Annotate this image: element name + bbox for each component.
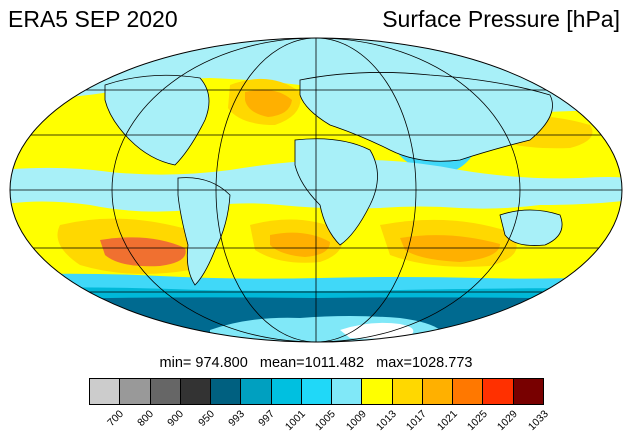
meridian-ellipse-outer: [111, 38, 521, 342]
stats-line: min= 974.800 mean=1011.482 max=1028.773: [159, 355, 473, 371]
colorbar-tick-label: 950: [195, 408, 217, 429]
colorbar: [89, 378, 544, 405]
colorbar-tick-label: 1021: [434, 408, 460, 434]
colorbar-swatch: [150, 379, 181, 404]
colorbar-tick-label: 993: [226, 408, 248, 429]
colorbar-tick-label: 1033: [525, 408, 551, 434]
south-america: [177, 177, 231, 286]
colorbar-swatch: [362, 379, 393, 404]
north-america: [104, 74, 210, 166]
europe-asia: [299, 72, 553, 162]
right-title: Surface Pressure [hPa]: [382, 6, 620, 32]
colorbar-swatch: [120, 379, 151, 404]
colorbar-swatch: [301, 379, 333, 404]
colorbar-tick-label: 1009: [343, 408, 369, 434]
indian-ocean-high-core: [400, 235, 500, 262]
colorbar-swatch: [211, 379, 242, 404]
colorbar-swatch: [513, 379, 543, 404]
graticule: [10, 38, 622, 342]
globe-outline: [9, 37, 623, 343]
continent-outlines: [104, 72, 563, 286]
colorbar-tick-label: 800: [135, 408, 157, 429]
colorbar-labels: 700 800 900 950 993 997 1001 1005 1009 1013 1017 10…: [0, 405, 632, 443]
colorbar-tick-label: 1025: [464, 408, 490, 434]
colorbar-swatch: [241, 379, 272, 404]
colorbar-swatch: [422, 379, 454, 404]
colorbar-tick-label: 1005: [313, 408, 339, 434]
colorbar-swatch: [271, 379, 302, 404]
meridian-ellipse-inner: [215, 38, 417, 342]
colorbar-swatch: [90, 379, 121, 404]
colorbar-tick-label: 1001: [282, 408, 308, 434]
colorbar-swatch: [332, 379, 363, 404]
colorbar-swatch: [392, 379, 423, 404]
colorbar-tick-label: 1013: [373, 408, 399, 434]
australia: [499, 209, 563, 246]
north-atlantic-high-core: [245, 89, 292, 117]
antarctica-interior: [340, 322, 414, 339]
colorbar-swatch: [453, 379, 484, 404]
colorbar-tick-label: 900: [165, 408, 187, 429]
colorbar-tick-label: 997: [256, 408, 278, 429]
pressure-map: [9, 37, 623, 343]
left-title: ERA5 SEP 2020: [8, 6, 178, 32]
colorbar-swatch: [483, 379, 514, 404]
colorbar-tick-label: 700: [104, 408, 126, 429]
south-pacific-high-core: [100, 237, 186, 267]
colorbar-swatch: [180, 379, 212, 404]
colorbar-tick-label: 1029: [495, 408, 521, 434]
colorbar-tick-label: 1017: [404, 408, 430, 434]
south-atlantic-high-core: [270, 232, 330, 257]
